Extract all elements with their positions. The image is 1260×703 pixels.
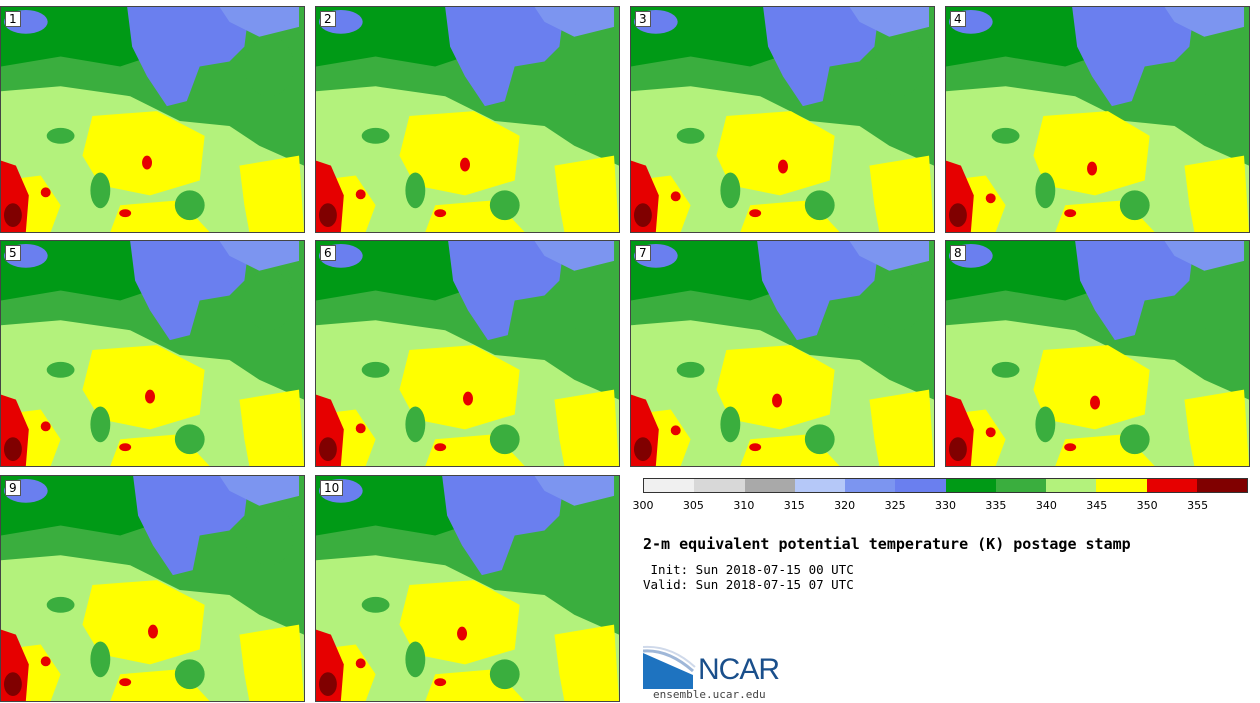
member-number: 5 <box>5 245 21 261</box>
member-number: 6 <box>320 245 336 261</box>
member-number: 3 <box>635 11 651 27</box>
ncar-logo-icon <box>643 645 696 689</box>
colorbar-segment <box>895 479 946 492</box>
colorbar-segment <box>644 479 695 492</box>
colorbar-tick-label: 355 <box>1187 499 1209 512</box>
member-panel: 2 <box>315 6 620 233</box>
member-panel: 5 <box>0 240 305 467</box>
colorbar-segment <box>845 479 896 492</box>
member-panel: 8 <box>945 240 1250 467</box>
member-panel: 4 <box>945 6 1250 233</box>
colorbar-tick-label: 350 <box>1136 499 1158 512</box>
colorbar-tick-label: 320 <box>834 499 856 512</box>
colorbar-tick-label: 330 <box>935 499 956 512</box>
valid-time: Valid: Sun 2018-07-15 07 UTC <box>643 577 854 592</box>
colorbar-tick-label: 305 <box>682 499 704 512</box>
member-number: 1 <box>5 11 21 27</box>
colorbar-tick-label: 325 <box>884 499 906 512</box>
member-panel: 3 <box>630 6 935 233</box>
member-number: 2 <box>320 11 336 27</box>
colorbar-tick-label: 300 <box>632 499 654 512</box>
colorbar-segment <box>694 479 745 492</box>
colorbar-tick-label: 345 <box>1086 499 1108 512</box>
colorbar-segment <box>1046 479 1097 492</box>
member-number: 4 <box>950 11 966 27</box>
member-number: 8 <box>950 245 966 261</box>
colorbar-segment <box>1146 479 1197 492</box>
site-url: ensemble.ucar.edu <box>653 688 766 701</box>
colorbar-tick-label: 335 <box>985 499 1007 512</box>
member-number: 10 <box>320 480 344 496</box>
member-panel: 7 <box>630 240 935 467</box>
member-number: 9 <box>5 480 21 496</box>
colorbar-tick-label: 310 <box>733 499 755 512</box>
colorbar-tick-label: 340 <box>1035 499 1057 512</box>
figure-title: 2-m equivalent potential temperature (K)… <box>643 535 1131 553</box>
colorbar-segment <box>1096 479 1147 492</box>
ncar-logo-text: NCAR <box>698 653 780 686</box>
colorbar-segment <box>945 479 996 492</box>
member-panel: 6 <box>315 240 620 467</box>
init-time: Init: Sun 2018-07-15 00 UTC <box>643 562 854 577</box>
member-panel: 1 <box>0 6 305 233</box>
colorbar-segment <box>995 479 1046 492</box>
colorbar <box>643 478 1248 493</box>
member-number: 7 <box>635 245 651 261</box>
member-panel: 9 <box>0 475 305 702</box>
member-panel: 10 <box>315 475 620 702</box>
colorbar-segment <box>744 479 795 492</box>
colorbar-tick-label: 315 <box>783 499 805 512</box>
colorbar-segment <box>794 479 845 492</box>
colorbar-segment <box>1196 479 1247 492</box>
